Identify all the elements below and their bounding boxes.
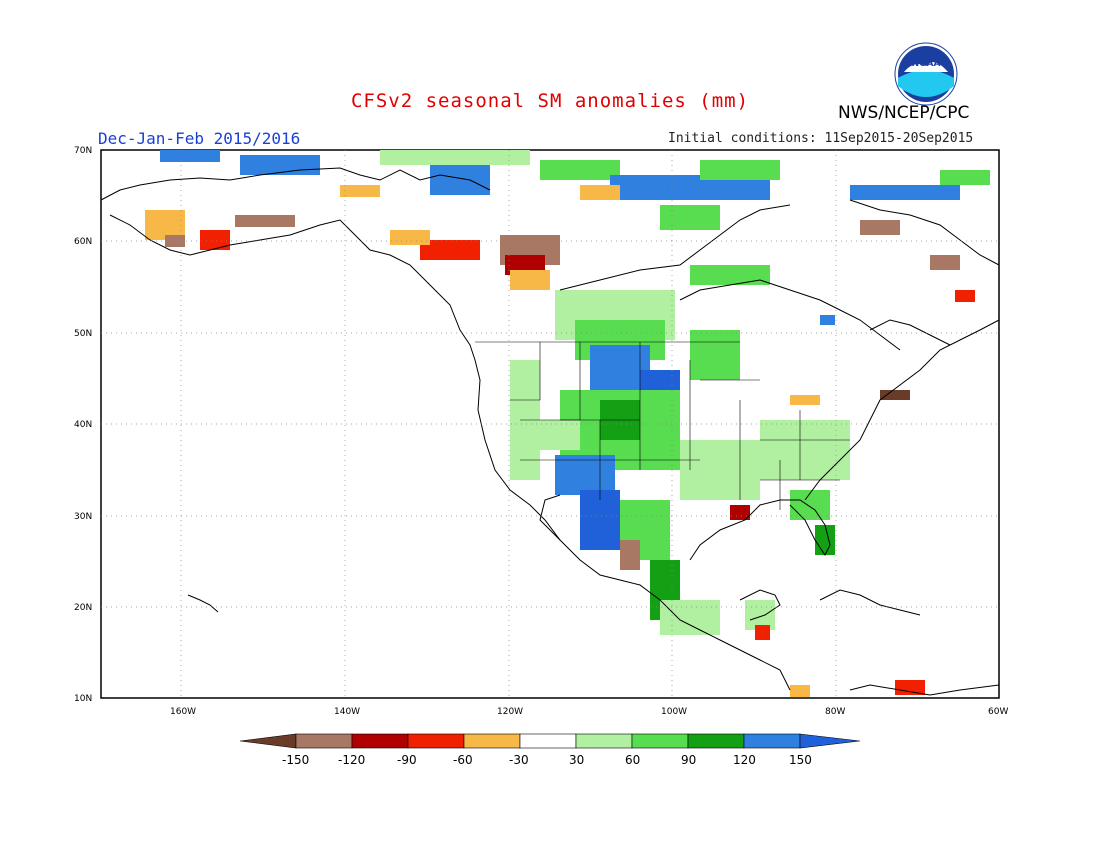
lat-label: 10N [74,694,92,704]
organization-label: NWS/NCEP/CPC [838,103,970,123]
lon-label: 160W [170,707,196,717]
lon-label: 140W [334,707,360,717]
map-plot-area [100,149,1000,699]
colorbar-label: 30 [569,753,584,767]
colorbar-label: -30 [509,753,529,767]
colorbar-arrow-right [799,733,861,749]
colorbar-label: 150 [789,753,812,767]
logo-text: NOAA [912,59,941,69]
lat-label: 40N [74,420,92,430]
colorbar-label: -120 [338,753,365,767]
colorbar: -150 -120 -90 -60 -30 30 60 90 120 150 [239,733,861,767]
lat-label: 20N [74,603,92,613]
initial-conditions: Initial conditions: 11Sep2015-20Sep2015 [668,131,974,146]
season-period: Dec-Jan-Feb 2015/2016 [98,129,301,148]
lon-label: 120W [497,707,523,717]
colorbar-label: 120 [733,753,756,767]
lat-label: 60N [74,237,92,247]
noaa-logo: NOAA [894,42,958,106]
colorbar-label: 90 [681,753,696,767]
lat-label: 70N [74,146,92,156]
colorbar-label: -60 [453,753,473,767]
colorbar-label: 60 [625,753,640,767]
lon-label: 100W [661,707,687,717]
page-title: CFSv2 seasonal SM anomalies (mm) [350,90,750,112]
colorbar-label: -90 [397,753,417,767]
colorbar-arrow-left [239,733,297,749]
colorbar-label: -150 [282,753,309,767]
lat-label: 50N [74,329,92,339]
lat-label: 30N [74,512,92,522]
lon-label: 60W [988,707,1008,717]
lon-label: 80W [825,707,845,717]
coastlines [100,167,1000,696]
state-borders [475,341,850,510]
longitude-labels: 160W 140W 120W 100W 80W 60W [170,707,1008,717]
latitude-labels: 70N 60N 50N 40N 30N 20N 10N [74,146,92,704]
